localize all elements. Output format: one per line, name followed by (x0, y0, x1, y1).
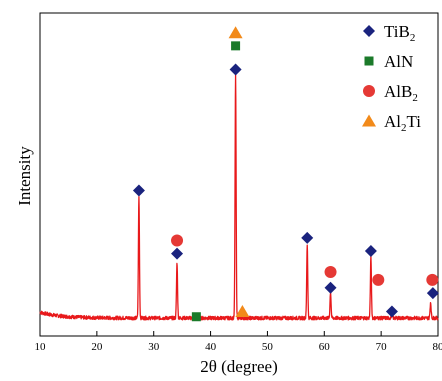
legend-label: TiB2 (384, 22, 415, 44)
x-tick-label: 30 (148, 341, 160, 353)
phase-marker-diamond (229, 63, 242, 76)
phase-marker-triangle (235, 304, 250, 317)
phase-marker-circle (324, 266, 337, 279)
legend-marker-square (364, 56, 374, 66)
data-layer (39, 73, 439, 321)
x-tick-label: 10 (35, 341, 47, 353)
plot-frame (39, 12, 439, 337)
legend-marker-circle (363, 85, 375, 97)
y-axis-title: Intensity (15, 146, 34, 206)
x-tick-label: 60 (319, 341, 331, 353)
phase-marker-square (191, 312, 201, 322)
phase-marker-square (231, 41, 241, 51)
legend-marker-diamond (363, 25, 375, 37)
phase-marker-diamond (171, 247, 184, 260)
phase-marker-circle (426, 273, 439, 286)
phase-marker-diamond (426, 287, 439, 300)
legend: TiB2 AlN AlB2 Al2Ti (362, 22, 421, 134)
phase-marker-triangle (228, 26, 243, 39)
phase-marker-circle (171, 234, 184, 247)
x-tick-label: 50 (262, 341, 274, 353)
x-tick-label: 80 (433, 341, 442, 353)
phase-marker-diamond (301, 231, 314, 244)
legend-label: AlB2 (384, 82, 418, 104)
phase-marker-diamond (385, 305, 398, 318)
phase-marker-diamond (324, 281, 337, 294)
legend-label: Al2Ti (384, 112, 421, 134)
legend-marker-triangle (362, 114, 376, 127)
legend-label: AlN (384, 52, 413, 71)
xrd-pattern-line (39, 73, 439, 321)
phase-marker-diamond (364, 244, 377, 257)
x-tick-label: 20 (91, 341, 103, 353)
x-axis-title: 2θ (degree) (200, 357, 278, 376)
x-tick-label: 40 (205, 341, 217, 353)
phase-markers (132, 26, 439, 322)
x-tick-label: 70 (376, 341, 388, 353)
phase-marker-diamond (132, 184, 145, 197)
x-axis-ticks: 10 20 30 40 50 60 70 80 (35, 331, 442, 353)
phase-marker-circle (372, 273, 385, 286)
